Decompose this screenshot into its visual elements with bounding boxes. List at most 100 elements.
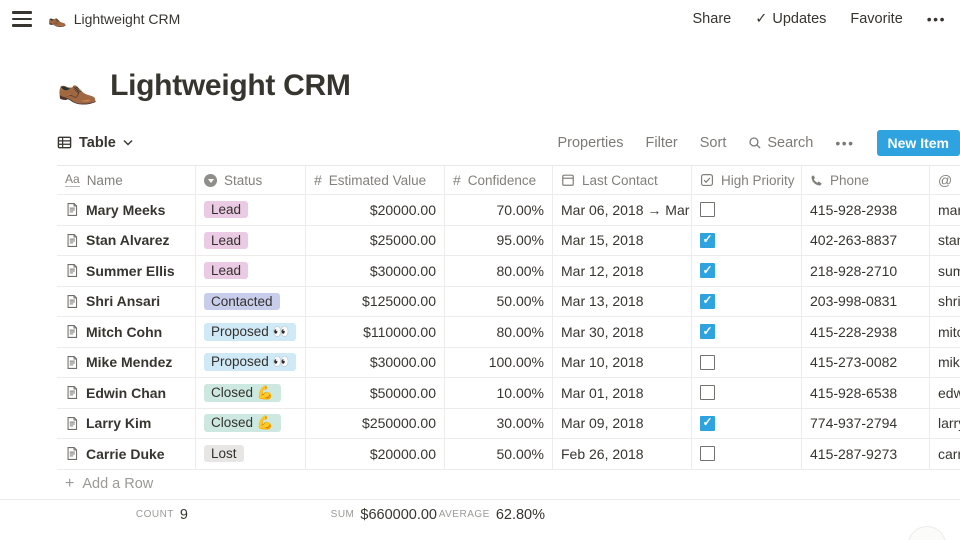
cell-estimated-value[interactable]: $110000.00 (306, 317, 445, 347)
add-row-button[interactable]: + Add a Row (65, 475, 154, 492)
cell-last-contact[interactable]: Mar 13, 2018 (553, 286, 692, 316)
cell-high-priority[interactable] (692, 439, 802, 469)
high-priority-checkbox[interactable] (700, 354, 715, 370)
cell-confidence[interactable]: 10.00% (445, 378, 553, 408)
cell-email[interactable]: summ (938, 262, 960, 279)
cell-email[interactable]: larry@ (938, 415, 960, 432)
view-switcher[interactable]: Table (57, 135, 133, 151)
cell-name[interactable]: Mary Meeks (57, 195, 196, 225)
cell-phone[interactable]: 415-228-2938 (802, 317, 930, 347)
high-priority-checkbox[interactable] (700, 263, 715, 279)
cell-status[interactable]: Contacted (196, 286, 306, 316)
table-row[interactable]: Mike Mendez Proposed 👀 $30000.00 100.00%… (57, 347, 960, 378)
cell-estimated-value[interactable]: $20000.00 (306, 439, 445, 469)
cell-name[interactable]: Shri Ansari (57, 286, 196, 316)
cell-phone[interactable]: 218-928-2710 (802, 256, 930, 286)
cell-email[interactable]: shria (938, 293, 960, 310)
breadcrumb[interactable]: 👞 Lightweight CRM (48, 10, 180, 28)
cell-phone[interactable]: 402-263-8837 (802, 225, 930, 255)
cell-status[interactable]: Lead (196, 195, 306, 225)
cell-email[interactable]: carrie (938, 445, 960, 462)
column-header-last-contact[interactable]: Last Contact (553, 166, 692, 194)
cell-last-contact[interactable]: Mar 10, 2018 (553, 347, 692, 377)
more-options-icon[interactable]: ••• (926, 11, 946, 27)
high-priority-checkbox[interactable] (700, 232, 715, 248)
cell-high-priority[interactable] (692, 408, 802, 438)
cell-last-contact[interactable]: Mar 01, 2018 (553, 378, 692, 408)
cell-confidence[interactable]: 70.00% (445, 195, 553, 225)
cell-estimated-value[interactable]: $30000.00 (306, 347, 445, 377)
cell-status[interactable]: Closed 💪 (196, 408, 306, 438)
favorite-button[interactable]: Favorite (850, 11, 903, 27)
high-priority-checkbox[interactable] (700, 415, 715, 431)
table-row[interactable]: Carrie Duke Lost $20000.00 50.00% Feb 26… (57, 439, 960, 470)
cell-confidence[interactable]: 95.00% (445, 225, 553, 255)
filter-button[interactable]: Filter (645, 134, 678, 151)
high-priority-checkbox[interactable] (700, 446, 715, 462)
cell-confidence[interactable]: 80.00% (445, 256, 553, 286)
table-row[interactable]: Mitch Cohn Proposed 👀 $110000.00 80.00% … (57, 317, 960, 348)
cell-status[interactable]: Proposed 👀 (196, 317, 306, 347)
cell-last-contact[interactable]: Mar 12, 2018 (553, 256, 692, 286)
high-priority-checkbox[interactable] (700, 202, 715, 218)
cell-estimated-value[interactable]: $250000.00 (306, 408, 445, 438)
table-row[interactable]: Summer Ellis Lead $30000.00 80.00% Mar 1… (57, 256, 960, 287)
cell-email[interactable]: mike@ (938, 354, 960, 371)
cell-email[interactable]: edwin (938, 384, 960, 401)
cell-status[interactable]: Lead (196, 225, 306, 255)
column-header-high-priority[interactable]: High Priority (692, 166, 802, 194)
count-aggregate[interactable]: count 9 (135, 506, 188, 523)
cell-status[interactable]: Closed 💪 (196, 378, 306, 408)
cell-name[interactable]: Edwin Chan (57, 378, 196, 408)
cell-status[interactable]: Lead (196, 256, 306, 286)
cell-confidence[interactable]: 100.00% (445, 347, 553, 377)
cell-email[interactable]: mitch (938, 323, 960, 340)
column-header-status[interactable]: Status (196, 166, 306, 194)
column-header-confidence[interactable]: # Confidence (445, 166, 553, 194)
cell-high-priority[interactable] (692, 256, 802, 286)
cell-high-priority[interactable] (692, 317, 802, 347)
cell-status[interactable]: Lost (196, 439, 306, 469)
cell-high-priority[interactable] (692, 225, 802, 255)
cell-phone[interactable]: 415-287-9273 (802, 439, 930, 469)
page-title[interactable]: Lightweight CRM (110, 69, 351, 102)
cell-last-contact[interactable]: Feb 26, 2018 (553, 439, 692, 469)
cell-high-priority[interactable] (692, 286, 802, 316)
cell-high-priority[interactable] (692, 347, 802, 377)
table-row[interactable]: Stan Alvarez Lead $25000.00 95.00% Mar 1… (57, 225, 960, 256)
cell-status[interactable]: Proposed 👀 (196, 347, 306, 377)
cell-phone[interactable]: 774-937-2794 (802, 408, 930, 438)
high-priority-checkbox[interactable] (700, 324, 715, 340)
new-item-button[interactable]: New Item (876, 129, 960, 156)
cell-confidence[interactable]: 30.00% (445, 408, 553, 438)
sort-button[interactable]: Sort (699, 134, 727, 151)
cell-high-priority[interactable] (692, 195, 802, 225)
page-shoe-emoji-icon[interactable]: 👞 (57, 67, 99, 105)
table-row[interactable]: Edwin Chan Closed 💪 $50000.00 10.00% Mar… (57, 378, 960, 409)
share-button[interactable]: Share (692, 11, 732, 27)
cell-name[interactable]: Larry Kim (57, 408, 196, 438)
table-row[interactable]: Mary Meeks Lead $20000.00 70.00% Mar 06,… (57, 195, 960, 226)
cell-estimated-value[interactable]: $125000.00 (306, 286, 445, 316)
search-button[interactable]: Search (748, 135, 813, 151)
cell-last-contact[interactable]: Mar 30, 2018 (553, 317, 692, 347)
high-priority-checkbox[interactable] (700, 385, 715, 401)
updates-button[interactable]: ✓ Updates (755, 11, 827, 27)
cell-phone[interactable]: 415-273-0082 (802, 347, 930, 377)
column-header-email[interactable]: @ Email (930, 166, 960, 194)
cell-estimated-value[interactable]: $50000.00 (306, 378, 445, 408)
cell-name[interactable]: Summer Ellis (57, 256, 196, 286)
cell-last-contact[interactable]: Mar 15, 2018 (553, 225, 692, 255)
cell-estimated-value[interactable]: $30000.00 (306, 256, 445, 286)
column-header-name[interactable]: Aa Name (57, 166, 196, 194)
high-priority-checkbox[interactable] (700, 293, 715, 309)
cell-estimated-value[interactable]: $25000.00 (306, 225, 445, 255)
cell-estimated-value[interactable]: $20000.00 (306, 195, 445, 225)
properties-button[interactable]: Properties (557, 134, 624, 151)
table-row[interactable]: Shri Ansari Contacted $125000.00 50.00% … (57, 286, 960, 317)
cell-phone[interactable]: 415-928-6538 (802, 378, 930, 408)
sum-aggregate[interactable]: sum $660000.00 (330, 506, 437, 523)
cell-last-contact[interactable]: Mar 09, 2018 (553, 408, 692, 438)
cell-phone[interactable]: 203-998-0831 (802, 286, 930, 316)
cell-email[interactable]: stan@ (938, 232, 960, 249)
